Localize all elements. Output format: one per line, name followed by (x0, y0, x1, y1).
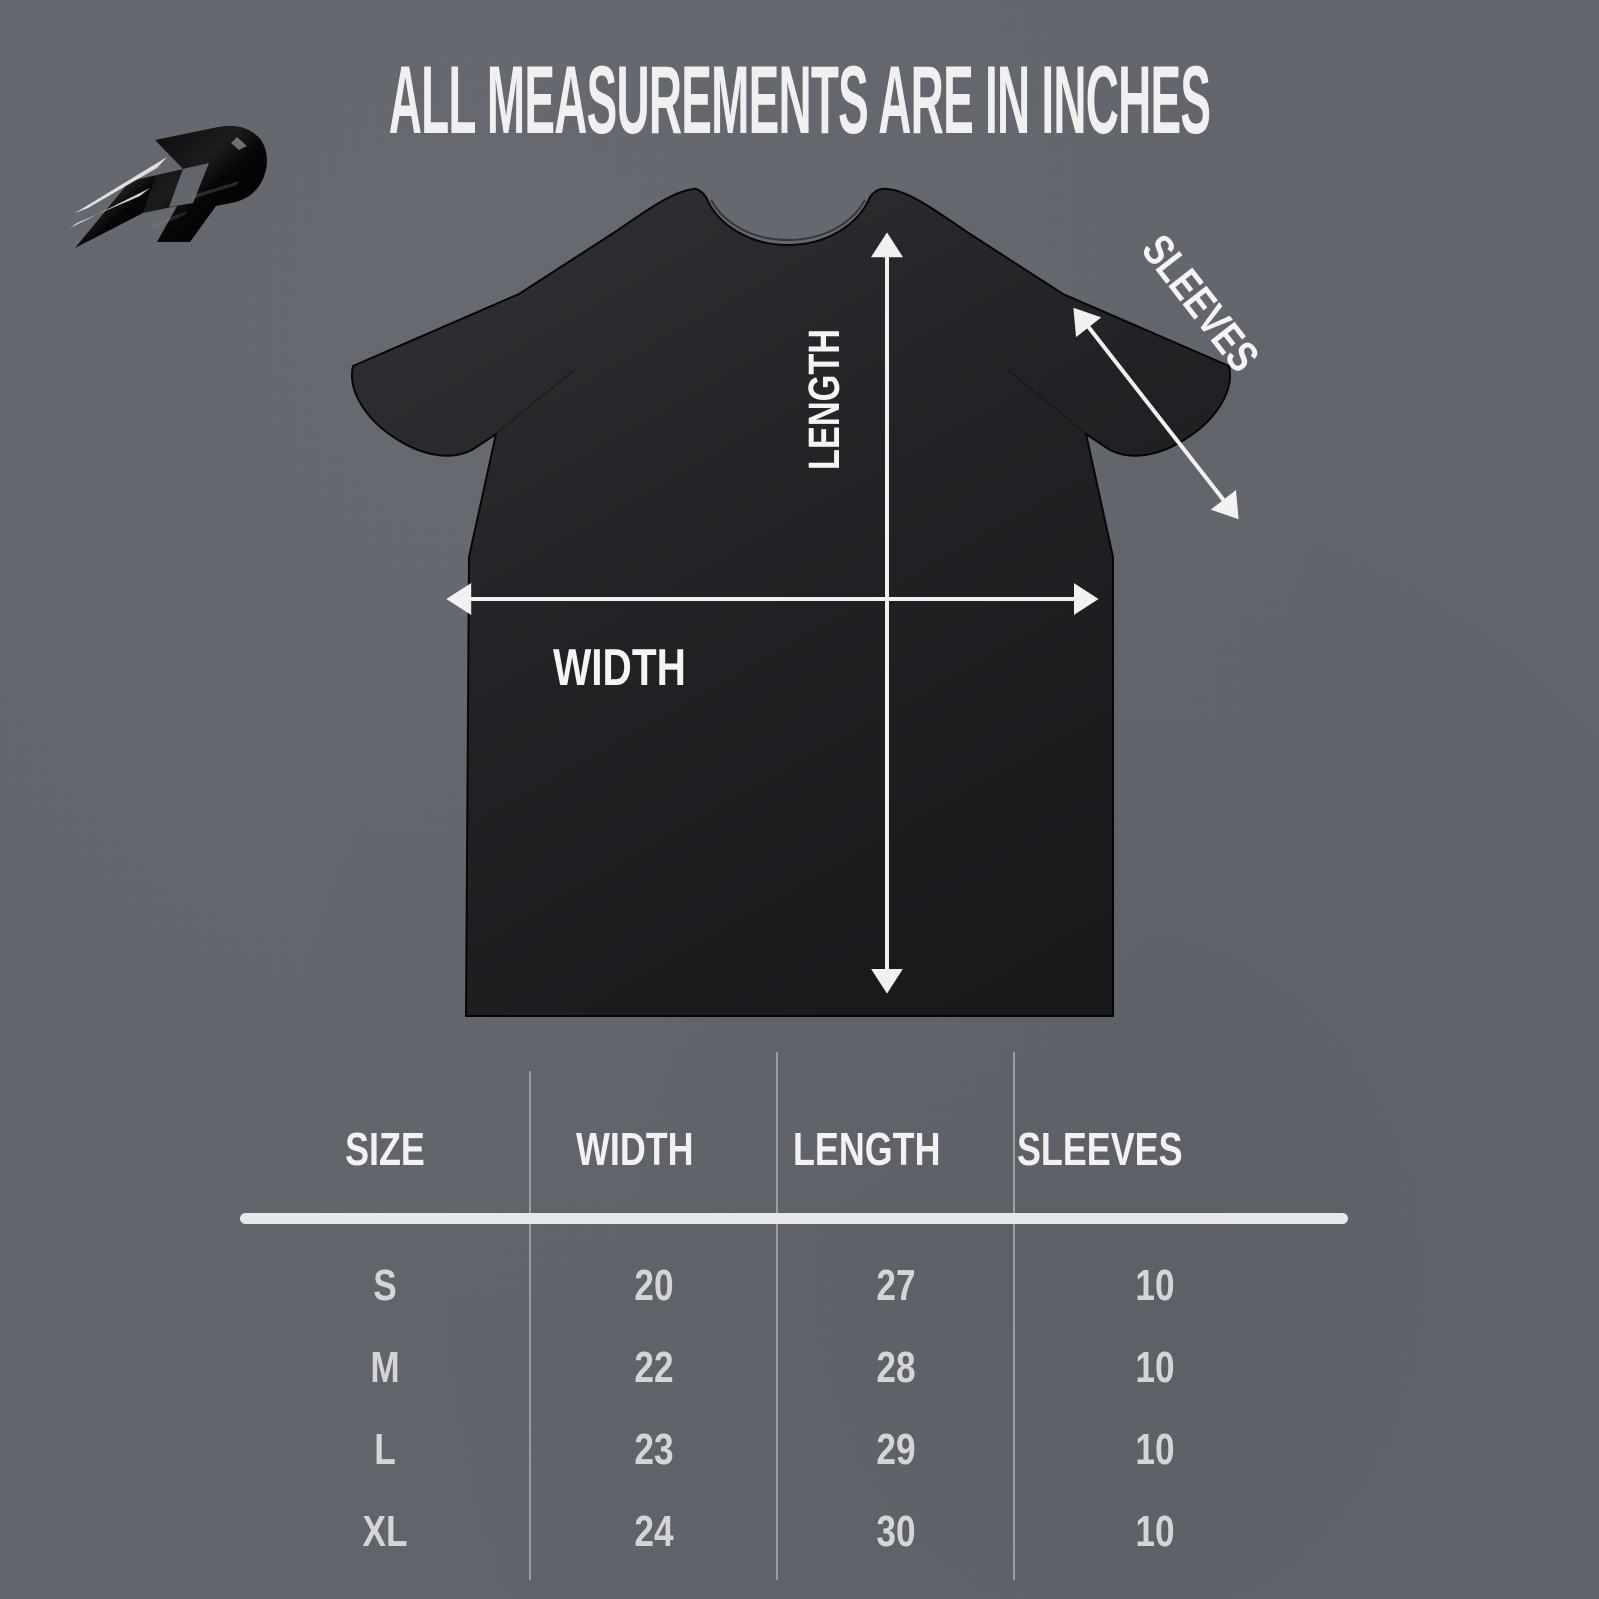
svg-text:10: 10 (1135, 1507, 1174, 1556)
svg-text:L: L (374, 1425, 396, 1474)
svg-text:24: 24 (634, 1507, 673, 1556)
svg-text:S: S (373, 1261, 396, 1310)
svg-text:23: 23 (634, 1425, 673, 1474)
svg-text:27: 27 (876, 1261, 915, 1310)
svg-text:20: 20 (634, 1261, 673, 1310)
svg-text:30: 30 (876, 1507, 915, 1556)
svg-text:10: 10 (1135, 1425, 1174, 1474)
svg-text:SLEEVES: SLEEVES (1017, 1124, 1183, 1175)
svg-text:10: 10 (1135, 1261, 1174, 1310)
svg-text:SIZE: SIZE (345, 1124, 425, 1175)
svg-text:LENGTH: LENGTH (793, 1124, 940, 1175)
svg-text:22: 22 (634, 1343, 673, 1392)
svg-text:29: 29 (876, 1425, 915, 1474)
svg-text:28: 28 (876, 1343, 915, 1392)
svg-text:XL: XL (363, 1507, 408, 1556)
svg-text:10: 10 (1135, 1343, 1174, 1392)
svg-text:WIDTH: WIDTH (576, 1124, 694, 1175)
svg-text:M: M (370, 1343, 399, 1392)
